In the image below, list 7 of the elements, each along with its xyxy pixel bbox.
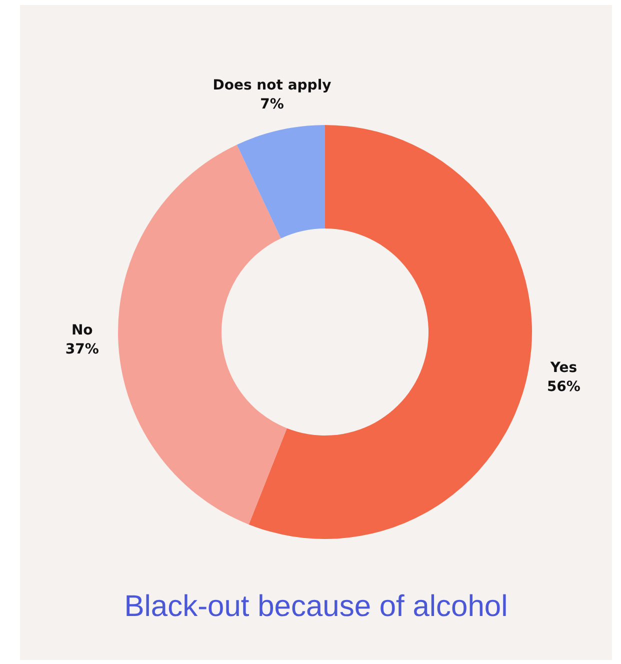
slice-label: Yes	[549, 360, 578, 376]
text: Black-out because of alcohol	[123, 590, 509, 624]
slice-label: Does not apply	[212, 77, 332, 94]
data-label: 37%	[65, 341, 99, 358]
slice-label: No	[71, 322, 94, 338]
data-label: 7%	[260, 96, 284, 112]
data-label: 56%	[546, 379, 580, 396]
